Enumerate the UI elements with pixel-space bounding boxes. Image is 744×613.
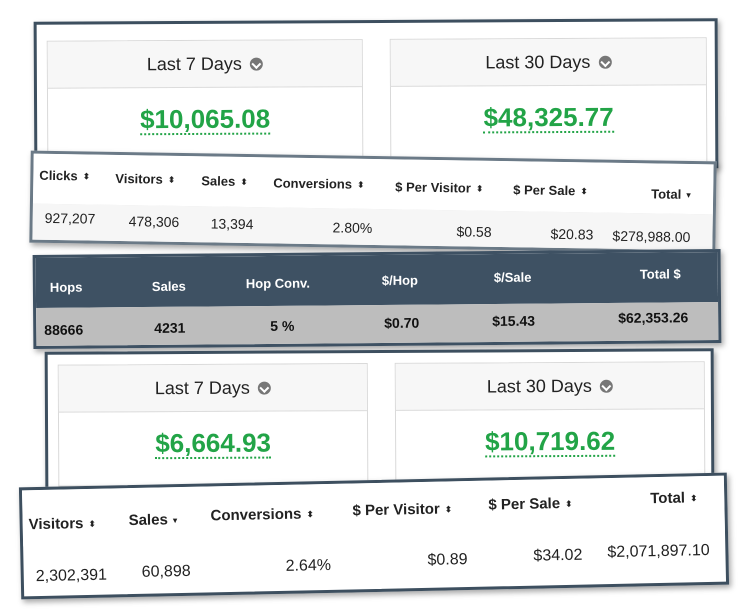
col-conversions[interactable]: Conversions ⬍: [210, 505, 315, 525]
col-per-hop[interactable]: $/Hop: [381, 272, 419, 288]
sort-icon[interactable]: ⬍: [167, 174, 176, 185]
col-hop-conv[interactable]: Hop Conv.: [245, 275, 310, 292]
sort-icon[interactable]: ⬍: [82, 171, 91, 182]
col-hops[interactable]: Hops: [49, 279, 83, 295]
chevron-down-icon[interactable]: [257, 381, 271, 395]
sort-icon[interactable]: ⬍: [580, 186, 588, 197]
last-7-days-header[interactable]: Last 7 Days: [47, 40, 362, 89]
col-total[interactable]: Total $: [639, 266, 681, 282]
stats-table-1: Clicks ⬍ Visitors ⬍ Sales ⬍ Conversions ⬍ $ …: [29, 150, 717, 254]
last-7-days-title: Last 7 Days: [154, 377, 250, 398]
sort-icon[interactable]: ⬍: [564, 498, 573, 509]
last-30-days-value: $48,325.77: [483, 101, 614, 134]
hops-table: Hops Sales Hop Conv. $/Hop $/Sale Total …: [32, 248, 722, 350]
col-sales[interactable]: Sales ⬍: [201, 173, 248, 189]
col-total[interactable]: Total ⬍: [650, 489, 698, 508]
sort-icon[interactable]: ⬍: [689, 492, 698, 503]
last-30-days-box: Last 30 Days $48,325.77: [389, 37, 708, 169]
col-conversions[interactable]: Conversions ⬍: [273, 175, 365, 192]
last-7-days-value: $6,664.93: [155, 427, 272, 460]
sort-icon[interactable]: ⬍: [444, 503, 453, 515]
chevron-down-icon[interactable]: [598, 55, 612, 69]
col-per-sale[interactable]: $/Sale: [493, 269, 532, 285]
col-per-sale[interactable]: $ Per Sale ⬍: [488, 495, 573, 514]
last-30-days-header[interactable]: Last 30 Days: [395, 362, 704, 411]
sort-desc-icon[interactable]: ▾: [686, 189, 691, 201]
col-clicks[interactable]: Clicks ⬍: [39, 167, 91, 184]
last-30-days-box: Last 30 Days $10,719.62: [394, 361, 706, 485]
last-7-days-header[interactable]: Last 7 Days: [58, 364, 367, 413]
chevron-down-icon[interactable]: [249, 57, 263, 71]
col-per-visitor[interactable]: $ Per Visitor ⬍: [395, 179, 484, 196]
col-per-sale[interactable]: $ Per Sale ⬍: [513, 182, 588, 199]
sort-icon[interactable]: ⬍: [240, 176, 248, 188]
table-row: 88666 4231 5 % $0.70 $15.43 $62,353.26: [36, 302, 719, 350]
last-30-days-value: $10,719.62: [484, 425, 616, 458]
stats-panel-1: Last 7 Days $10,065.08 Last 30 Days $48,…: [33, 18, 719, 172]
chevron-down-icon[interactable]: [599, 379, 613, 393]
last-7-days-title: Last 7 Days: [146, 53, 242, 74]
col-visitors[interactable]: Visitors ⬍: [115, 170, 176, 187]
sort-desc-icon[interactable]: ▾: [172, 514, 178, 525]
sort-icon[interactable]: ⬍: [306, 508, 315, 519]
sort-icon[interactable]: ⬍: [88, 518, 97, 529]
last-30-days-title: Last 30 Days: [486, 375, 592, 396]
sort-icon[interactable]: ⬍: [356, 179, 365, 190]
col-per-visitor[interactable]: $ Per Visitor ⬍: [352, 500, 453, 520]
col-sales[interactable]: Sales ▾: [128, 511, 178, 530]
stats-panel-2: Last 7 Days $6,664.93 Last 30 Days $10,7…: [44, 348, 715, 490]
col-sales[interactable]: Sales: [151, 278, 186, 294]
sort-icon[interactable]: ⬍: [475, 183, 484, 194]
col-total[interactable]: Total ▾: [651, 186, 691, 202]
stats-table-2: Visitors ⬍ Sales ▾ Conversions ⬍ $ Per Visi…: [18, 472, 730, 600]
last-7-days-box: Last 7 Days $6,664.93: [57, 363, 369, 487]
last-7-days-value: $10,065.08: [139, 103, 271, 136]
col-visitors[interactable]: Visitors ⬍: [28, 515, 97, 534]
last-30-days-title: Last 30 Days: [485, 51, 591, 72]
last-30-days-header[interactable]: Last 30 Days: [390, 38, 706, 87]
